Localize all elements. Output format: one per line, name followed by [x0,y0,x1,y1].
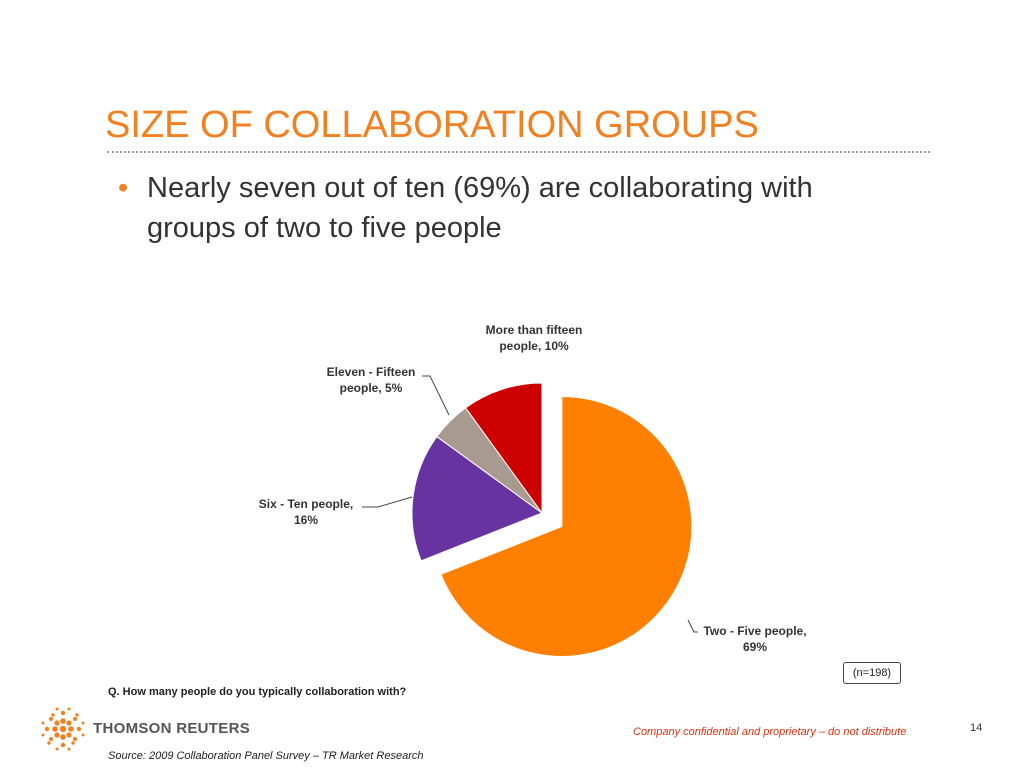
thomson-reuters-logo: THOMSON REUTERS [40,706,250,752]
survey-question: Q. How many people do you typically coll… [108,686,407,698]
leader-line-1 [362,496,413,508]
title-divider [107,151,930,153]
source-note: Source: 2009 Collaboration Panel Survey … [108,750,424,762]
logo-mark-icon [41,707,85,751]
confidential-notice: Company confidential and proprietary – d… [633,726,907,738]
leader-line-2 [422,375,450,416]
slice-label-3: More than fifteen people, 10% [486,323,583,353]
leader-line-0 [687,619,698,633]
pie-slice-3 [464,382,543,515]
slice-label-2: Eleven - Fifteen people, 5% [327,365,416,395]
logo-text: THOMSON REUTERS [93,720,251,737]
slice-label-1: Six - Ten people, 16% [259,497,353,527]
page-number: 14 [970,722,983,734]
bullet-marker: • [118,172,129,204]
slide-title: SIZE OF COLLABORATION GROUPS [105,104,759,146]
bullet-text: Nearly seven out of ten (69%) are collab… [147,172,813,244]
pie-slice-1 [411,435,544,562]
sample-size-badge: (n=198) [843,662,901,684]
pie-slice-0 [440,395,693,657]
bullet-point: • Nearly seven out of ten (69%) are coll… [118,168,878,248]
slice-label-0: Two - Five people, 69% [703,624,806,654]
